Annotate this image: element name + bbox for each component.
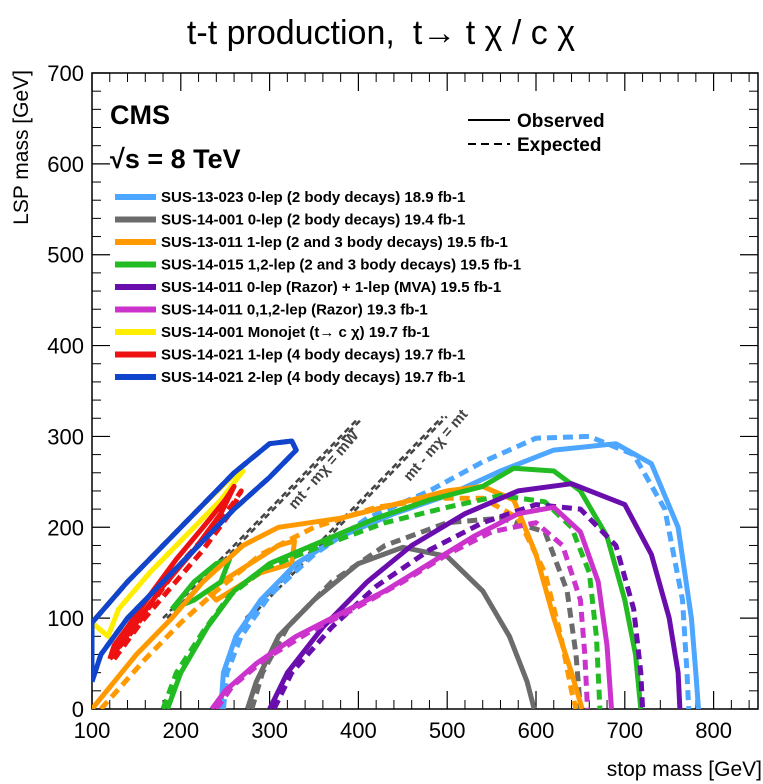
observed-contour-2: [92, 483, 585, 709]
x-tick-label: 600: [518, 718, 555, 743]
energy-label: √s = 8 TeV: [110, 144, 241, 174]
observed-contour-5: [209, 504, 614, 709]
diagonal-line: [162, 417, 360, 620]
legend-entry: SUS-14-021 1-lep (4 body decays) 19.7 fb…: [161, 347, 465, 364]
legend-entry: SUS-13-011 1-lep (2 and 3 body decays) 1…: [161, 234, 508, 251]
x-tick-label: 400: [340, 718, 377, 743]
legend-entry: SUS-14-015 1,2-lep (2 and 3 body decays)…: [161, 257, 521, 274]
chart-title-text: t-t production, t→ t χ / c χ: [187, 14, 575, 52]
axis-ticks: 100 200 300 400 500 600 700 8000100200300400500…: [47, 61, 758, 743]
y-axis-title: LSP mass [GeV]: [10, 70, 33, 225]
expected-contour-3: [160, 493, 603, 709]
observed-contour-7: [107, 483, 237, 661]
y-tick-label: 200: [47, 515, 84, 540]
legend-entry: SUS-13-023 0-lep (2 body decays) 18.9 fb…: [161, 189, 465, 206]
observed-label: Observed: [517, 111, 605, 132]
observed-contour-3: [165, 465, 644, 709]
exclusion-contours: [92, 433, 701, 709]
x-tick-label: 800: [695, 718, 732, 743]
x-tick-label: 200: [162, 718, 199, 743]
legend-entry: SUS-14-021 2-lep (4 body decays) 19.7 fb…: [161, 369, 465, 386]
legend-entry: SUS-14-011 0-lep (Razor) + 1-lep (MVA) 1…: [161, 279, 501, 296]
legend: SUS-13-023 0-lep (2 body decays) 18.9 fb…: [115, 111, 605, 386]
legend-entry: SUS-14-001 0-lep (2 body decays) 19.4 fb…: [161, 212, 465, 229]
x-axis-title: stop mass [GeV]: [607, 758, 762, 781]
x-tick-label: 500: [429, 718, 466, 743]
x-tick-label: 100: [74, 718, 111, 743]
diagonal-label: mt - mχ = mW: [285, 427, 363, 513]
expected-contour-0: [220, 433, 692, 709]
plot-frame: [91, 72, 759, 710]
y-tick-label: 100: [47, 606, 84, 631]
observed-contour-0: [218, 441, 701, 709]
diagonal-line: [166, 417, 364, 620]
y-tick-label: 400: [47, 334, 84, 359]
y-tick-label: 600: [47, 152, 84, 177]
y-tick-label: 700: [47, 61, 84, 86]
expected-label: Expected: [517, 135, 601, 156]
legend-entry: SUS-14-011 0,1,2-lep (Razor) 19.3 fb-1: [161, 302, 428, 319]
legend-entry: SUS-14-001 Monojet (t→ c χ) 19.7 fb-1: [161, 324, 430, 341]
chart-title: t-t production, t→ t χ / c χ: [187, 14, 575, 52]
observed-contour-8: [92, 438, 299, 683]
plot-border: [91, 72, 759, 710]
expected-contour-4: [271, 502, 646, 709]
title-production: t-t production,: [187, 14, 395, 52]
title-decay: t→ t χ / c χ: [413, 14, 575, 52]
expected-contour-1: [249, 515, 583, 709]
x-tick-label: 300: [251, 718, 288, 743]
y-tick-label: 300: [47, 424, 84, 449]
y-tick-label: 0: [72, 697, 84, 722]
y-tick-label: 500: [47, 243, 84, 268]
x-tick-label: 700: [606, 718, 643, 743]
extra-contour: [205, 538, 297, 603]
cms-label: CMS: [110, 100, 170, 130]
